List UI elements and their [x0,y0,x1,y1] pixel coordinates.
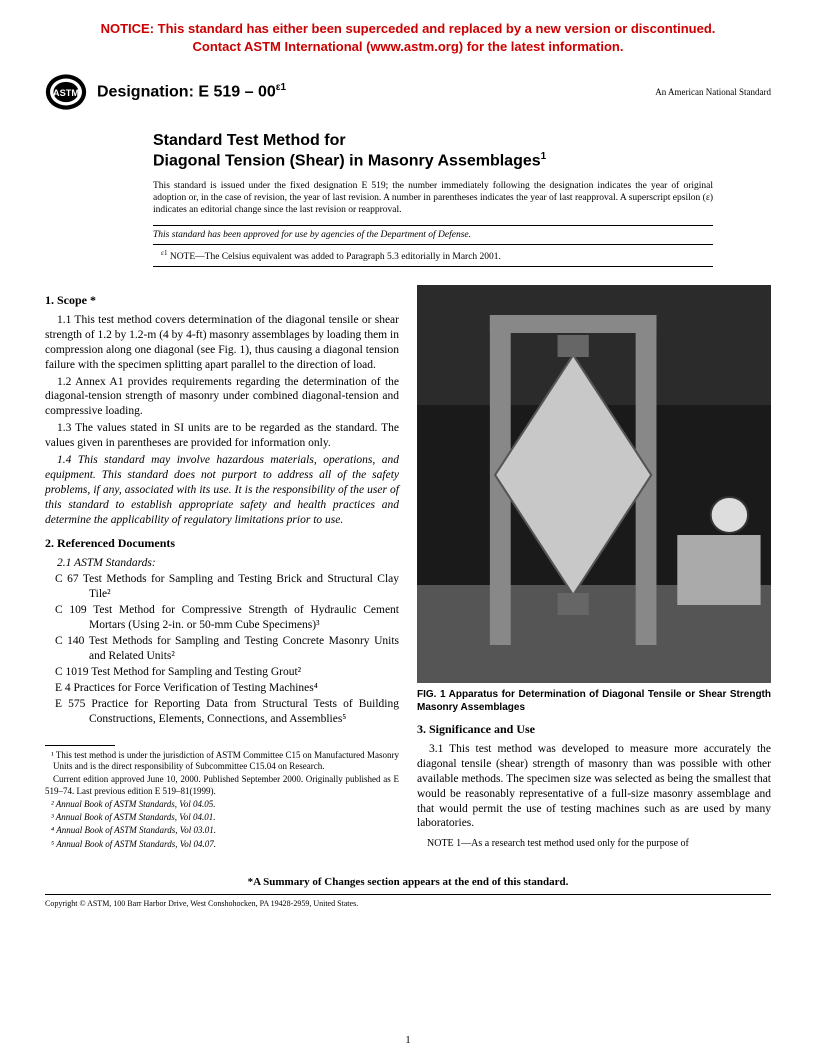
summary-note: *A Summary of Changes section appears at… [45,876,771,888]
scope-1-3: 1.3 The values stated in SI units are to… [45,421,399,451]
page-number: 1 [405,1034,411,1046]
designation-text: Designation: E 519 – 00 [97,84,276,101]
ref-item: C 1019 Test Method for Sampling and Test… [55,665,399,680]
footnotes: ¹ This test method is under the jurisdic… [45,750,399,850]
footnote-rule [45,745,115,746]
epsilon-note: ε1 NOTE—The Celsius equivalent was added… [153,245,713,267]
ref-item: E 4 Practices for Force Verification of … [55,681,399,696]
footnote-3: ³ Annual Book of ASTM Standards, Vol 04.… [45,812,399,823]
title-line2: Diagonal Tension (Shear) in Masonry Asse… [153,152,541,169]
title-line1: Standard Test Method for [153,132,346,149]
sig-3-1: 3.1 This test method was developed to me… [417,742,771,832]
figure-caption: FIG. 1 Apparatus for Determination of Di… [417,689,771,714]
footnote-2: ² Annual Book of ASTM Standards, Vol 04.… [45,799,399,810]
title-block: Standard Test Method for Diagonal Tensio… [153,131,713,171]
issued-note: This standard is issued under the fixed … [153,181,713,217]
eps-label: NOTE [167,252,195,262]
designation-label: Designation: E 519 – 00ε1 [97,82,286,101]
header-left: ASTM Designation: E 519 – 00ε1 [45,73,286,111]
svg-text:ASTM: ASTM [53,88,79,98]
right-column: FIG. 1 Apparatus for Determination of Di… [417,285,771,852]
footnote-1b: Current edition approved June 10, 2000. … [45,774,399,797]
header-row: ASTM Designation: E 519 – 00ε1 An Americ… [45,73,771,111]
title-sup: 1 [541,151,547,162]
refs-list: C 67 Test Methods for Sampling and Testi… [45,572,399,726]
scope-1-2: 1.2 Annex A1 provides requirements regar… [45,375,399,420]
two-column-body: 1. Scope * 1.1 This test method covers d… [45,285,771,852]
note-1-text: —As a research test method used only for… [461,838,689,849]
figure-1-image [417,285,771,683]
left-column: 1. Scope * 1.1 This test method covers d… [45,285,399,852]
dod-note: This standard has been approved for use … [153,225,713,245]
notice-banner: NOTICE: This standard has either been su… [45,20,771,55]
scope-1-4: 1.4 This standard may involve hazardous … [45,453,399,528]
note-1: NOTE 1—As a research test method used on… [417,837,771,850]
ref-item: E 575 Practice for Reporting Data from S… [55,697,399,727]
ref-item: C 109 Test Method for Compressive Streng… [55,603,399,633]
page-title: Standard Test Method for Diagonal Tensio… [153,131,713,171]
note-1-label: NOTE 1 [427,838,461,849]
copyright: Copyright © ASTM, 100 Barr Harbor Drive,… [45,899,771,908]
bottom-rule [45,894,771,895]
ans-label: An American National Standard [655,87,771,97]
scope-1-1: 1.1 This test method covers determinatio… [45,313,399,373]
astm-logo-icon: ASTM [45,73,87,111]
notice-line1: NOTICE: This standard has either been su… [101,21,716,36]
footnote-4: ⁴ Annual Book of ASTM Standards, Vol 03.… [45,825,399,836]
refs-subhead: 2.1 ASTM Standards: [45,556,399,571]
designation-sup: ε1 [276,82,286,93]
eps-text: —The Celsius equivalent was added to Par… [195,252,501,262]
footnote-5: ⁵ Annual Book of ASTM Standards, Vol 04.… [45,839,399,850]
scope-heading: 1. Scope * [45,293,399,309]
refs-heading: 2. Referenced Documents [45,536,399,552]
notice-line2: Contact ASTM International (www.astm.org… [193,39,624,54]
ref-item: C 67 Test Methods for Sampling and Testi… [55,572,399,602]
ref-item: C 140 Test Methods for Sampling and Test… [55,634,399,664]
footnote-1: ¹ This test method is under the jurisdic… [45,750,399,773]
sig-heading: 3. Significance and Use [417,722,771,738]
